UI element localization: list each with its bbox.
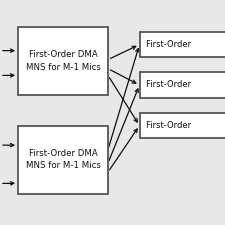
Text: First-Order: First-Order [146,81,194,89]
Text: First-Order: First-Order [146,121,194,130]
Text: First-Order DMA
MNS for M-1 Mics: First-Order DMA MNS for M-1 Mics [26,149,100,171]
Bar [140,112,225,138]
Bar [140,32,225,57]
Bar [18,27,108,94]
Text: First-Order: First-Order [146,40,194,49]
Bar [18,126,108,194]
Text: First-Order DMA
MNS for M-1 Mics: First-Order DMA MNS for M-1 Mics [26,50,100,72]
Bar [140,72,225,98]
